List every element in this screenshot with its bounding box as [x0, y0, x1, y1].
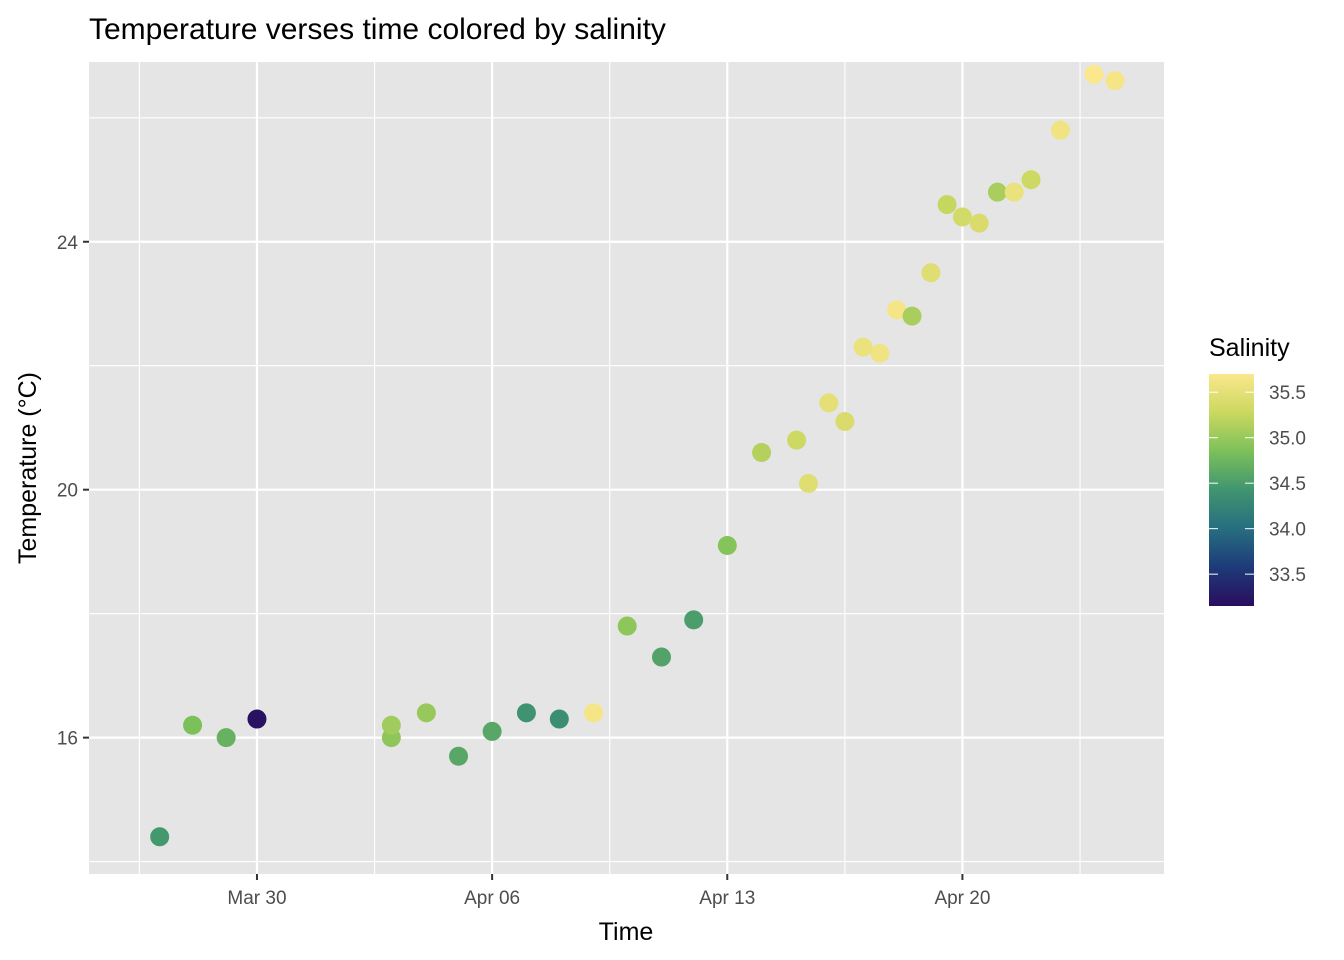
data-point: [684, 610, 704, 630]
data-point: [952, 207, 972, 227]
colorbar: [1209, 374, 1254, 606]
data-point: [937, 195, 957, 215]
data-point: [987, 182, 1007, 202]
data-point: [183, 715, 203, 735]
legend-title: Salinity: [1209, 334, 1290, 362]
data-point: [870, 343, 890, 363]
data-point: [752, 443, 772, 463]
data-point: [1105, 71, 1125, 91]
data-point: [617, 616, 637, 636]
data-point: [216, 728, 236, 748]
colorbar-label: 35.5: [1269, 383, 1306, 404]
x-tick-label: Apr 06: [464, 888, 520, 909]
data-points: [150, 64, 1125, 847]
y-tick-label: 24: [57, 233, 79, 254]
data-point: [1004, 182, 1024, 202]
colorbar-label: 33.5: [1269, 565, 1306, 586]
data-point: [1084, 64, 1104, 84]
x-axis-title: Time: [599, 918, 654, 946]
data-point: [247, 709, 267, 729]
data-point: [549, 709, 569, 729]
x-tick-label: Apr 13: [699, 888, 755, 909]
colorbar-label: 34.5: [1269, 474, 1306, 495]
data-point: [1021, 170, 1041, 190]
data-point: [381, 715, 401, 735]
data-point: [449, 746, 469, 766]
data-point: [887, 300, 907, 320]
chart-title: Temperature verses time colored by salin…: [89, 13, 666, 46]
data-point: [798, 473, 818, 493]
y-tick-label: 16: [57, 729, 78, 750]
data-point: [717, 535, 737, 555]
data-point: [482, 721, 502, 741]
data-point: [853, 337, 873, 357]
minor-gridlines: [89, 62, 1164, 874]
data-point: [150, 827, 170, 847]
x-axis: Mar 30 Apr 06 Apr 13 Apr 20: [227, 874, 990, 909]
data-point: [835, 412, 855, 432]
x-tick-label: Apr 20: [934, 888, 990, 909]
y-tick-label: 20: [57, 481, 78, 502]
colorbar-ticks: 33.5 34.0 34.5 35.0 35.5: [1209, 383, 1306, 586]
data-point: [1050, 120, 1070, 140]
plot-panel: [89, 62, 1164, 874]
data-point: [787, 430, 807, 450]
data-point: [516, 703, 536, 723]
colorbar-label: 35.0: [1269, 429, 1306, 450]
data-point: [651, 647, 671, 667]
salinity-legend: Salinity 33.5 34.0 34.5 35.0 35.5: [1209, 334, 1306, 606]
data-point: [969, 213, 989, 233]
data-point: [416, 703, 436, 723]
y-axis: 16 20 24: [57, 233, 89, 750]
data-point: [819, 393, 839, 413]
data-point: [902, 306, 922, 326]
x-tick-label: Mar 30: [227, 888, 286, 909]
major-gridlines: [89, 62, 1164, 874]
colorbar-label: 34.0: [1269, 520, 1306, 541]
data-point: [584, 703, 604, 723]
data-point: [921, 263, 941, 283]
y-axis-title: Temperature (°C): [14, 372, 42, 564]
